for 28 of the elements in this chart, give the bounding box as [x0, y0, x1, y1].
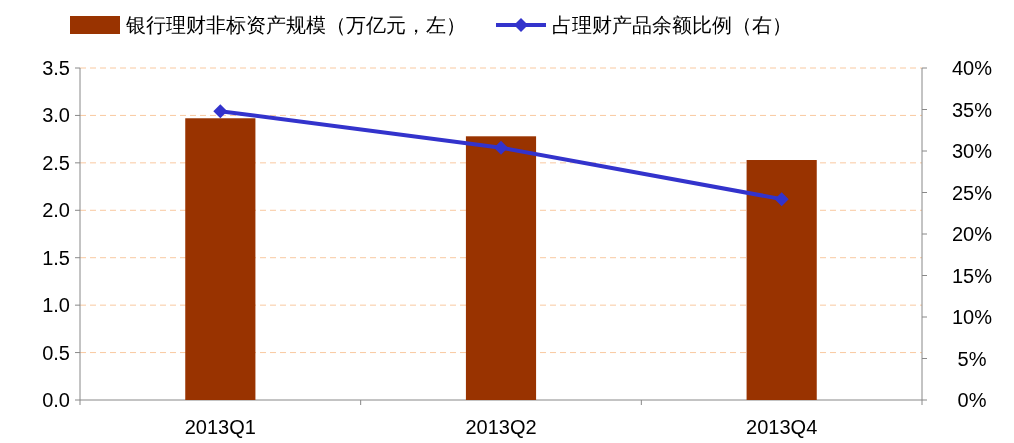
bar: [746, 160, 817, 400]
y-tick-label: 1.0: [42, 294, 70, 317]
y-tick-label: 2.0: [42, 199, 70, 222]
y2-tick-label: 10%: [951, 306, 993, 328]
x-tick-label: 2013Q2: [465, 416, 537, 438]
x-tick-label: 2013Q1: [184, 416, 256, 438]
point: [774, 192, 789, 207]
y2-tick-label: 20%: [951, 223, 993, 245]
x-tick-label: 2013Q4: [746, 416, 818, 438]
y-tick-label: 3.0: [42, 104, 70, 127]
y-tick-label: 3.5: [42, 57, 70, 79]
y2-tick-label: 35%: [951, 98, 993, 121]
y2-tick-label: 15%: [951, 264, 993, 287]
point: [213, 104, 228, 119]
y2-tick-label: 0%: [957, 389, 987, 411]
y2-tick-label: 25%: [951, 181, 993, 204]
point: [494, 140, 508, 155]
y-tick-label: 1.5: [42, 246, 70, 269]
y2-tick-label: 30%: [951, 140, 993, 162]
y2-tick-label: 40%: [951, 57, 993, 79]
legend-label: 银行理财非标资产规模（万亿元，左）: [125, 14, 466, 36]
y2-tick-label: 5%: [957, 347, 987, 370]
y-tick-label: 2.5: [42, 151, 70, 174]
legend-label: 占理财产品余额比例（右）: [552, 14, 792, 36]
y-tick-label: 0.0: [42, 389, 70, 411]
y-tick-label: 0.5: [42, 341, 70, 364]
bar: [465, 136, 537, 400]
bar: [185, 118, 256, 400]
